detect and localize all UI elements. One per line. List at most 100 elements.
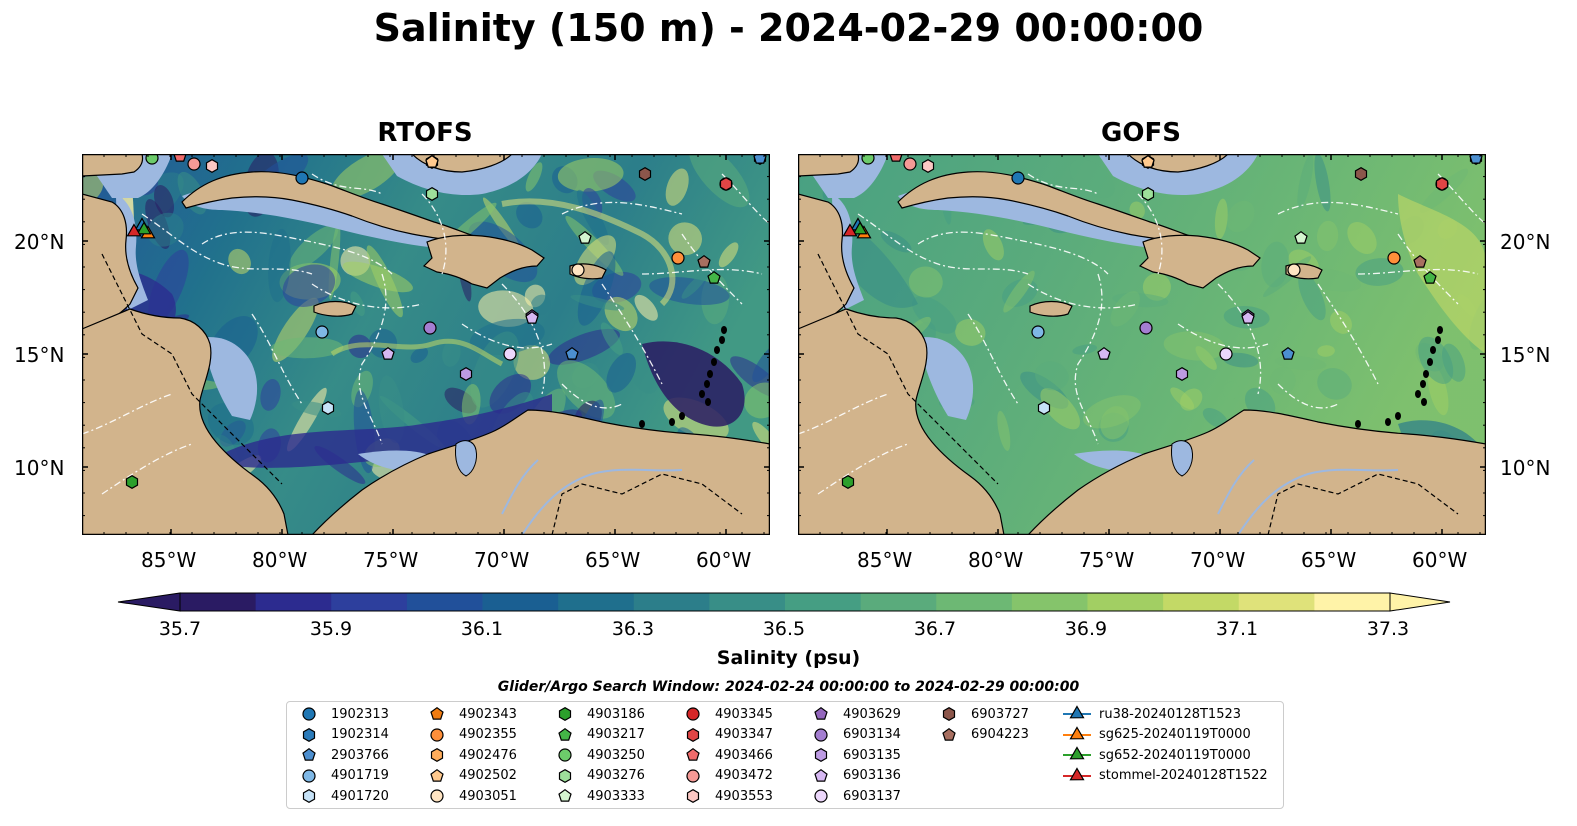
triangle-marker-icon [1063, 746, 1091, 760]
float-marker-4903333 [578, 230, 592, 244]
legend-label: 1902313 [331, 706, 389, 722]
salinity-eddy [606, 352, 637, 393]
float-marker-4903472 [187, 157, 201, 171]
legend-marker [942, 707, 956, 721]
salinity-eddy [1355, 258, 1404, 286]
lon-tick-rtofs-70: 70°W [474, 548, 530, 572]
legend-item: 4901719 [293, 766, 389, 786]
legend-item: 4903217 [549, 725, 645, 745]
salinity-eddy [1317, 368, 1352, 400]
low-salinity-eddy [642, 341, 745, 427]
legend-marker [302, 769, 316, 783]
eez-boundary [141, 213, 313, 275]
pentagon-marker-icon [942, 727, 956, 741]
pentagon-marker-icon [558, 789, 572, 803]
lat-tick-left-20: 20°N [14, 230, 65, 254]
salinity-eddy [634, 294, 658, 321]
salinity-eddy [1214, 198, 1228, 239]
eez-boundary [641, 268, 763, 275]
river [1217, 459, 1255, 515]
eez-boundary [1317, 283, 1379, 385]
colorbar-swatch [1163, 593, 1240, 611]
legend-marker [430, 706, 444, 720]
land-shape [798, 154, 860, 177]
salinity-eddy [997, 410, 1011, 451]
colorbar-label: Salinity (psu) [716, 647, 861, 669]
legend-label: 4903276 [587, 768, 645, 784]
salinity-eddy [270, 337, 344, 359]
pentagon-marker-icon [558, 727, 572, 741]
legend-label: 4903345 [715, 706, 773, 722]
float-marker-4903333 [1294, 230, 1308, 244]
float-marker-6903135 [1175, 367, 1189, 381]
lon-tick-rtofs-80: 80°W [252, 548, 308, 572]
legend-marker [302, 707, 316, 721]
float-marker-4903217 [1423, 270, 1437, 284]
legend-label: 4901719 [331, 768, 389, 784]
land-shape [313, 300, 357, 317]
shallow-shelf [1098, 154, 1258, 196]
island [704, 380, 710, 388]
hexagon-marker-icon [942, 707, 956, 721]
legend-label: 4903217 [587, 727, 645, 743]
legend-label: 4903553 [715, 788, 773, 804]
legend-marker [558, 748, 572, 762]
legend-label: 4903466 [715, 747, 773, 763]
legend-marker [558, 727, 572, 741]
eez-boundary [857, 213, 1029, 275]
pentagon-marker-icon [430, 706, 444, 720]
salinity-eddy [1316, 220, 1339, 252]
salinity-eddy [1142, 273, 1171, 301]
float-marker-6903134 [1139, 321, 1153, 335]
eez-boundary [101, 443, 193, 495]
colorbar-swatch [633, 593, 710, 611]
colorbar-swatch [1238, 593, 1315, 611]
salinity-eddy [1129, 201, 1145, 220]
colorbar-swatch [1314, 593, 1391, 611]
legend-item: 4903051 [421, 786, 517, 806]
colorbar-swatch [860, 593, 937, 611]
salinity-eddy [516, 202, 543, 229]
salinity-eddy [1297, 154, 1314, 209]
float-marker-4903472 [903, 157, 917, 171]
island [669, 418, 675, 426]
float-marker-stommel-20240128T1522 [842, 223, 858, 237]
colorbar-extend-low [117, 592, 181, 612]
float-marker-4903051 [571, 263, 585, 277]
eez-boundary [817, 443, 909, 495]
legend-label: 4903629 [843, 706, 901, 722]
legend-marker [558, 789, 572, 803]
legend-label: 6903136 [843, 768, 901, 784]
land-shape [1029, 300, 1073, 317]
legend-marker [686, 707, 700, 721]
legend-item: 4902355 [421, 725, 517, 745]
float-marker-4903217 [707, 270, 721, 284]
island [1415, 390, 1421, 398]
legend-label: 4902355 [459, 727, 517, 743]
legend-marker [430, 789, 444, 803]
circle-marker-icon [814, 789, 828, 803]
float-marker-6903136 [1241, 310, 1255, 324]
shallow-shelf [182, 185, 472, 250]
border-line [817, 253, 999, 485]
float-marker-2903766 [565, 346, 579, 360]
salinity-eddy [442, 340, 461, 367]
salinity-eddy [744, 382, 770, 419]
border-line [551, 473, 743, 535]
legend-marker [686, 789, 700, 804]
circle-marker-icon [814, 727, 828, 742]
float-marker-6903136 [525, 310, 539, 324]
triangle-marker-icon [1063, 725, 1091, 740]
legend-label: sg625-20240119T0000 [1099, 727, 1251, 743]
eez-boundary [1277, 201, 1399, 215]
colorbar-swatch [482, 593, 559, 611]
salinity-eddy [576, 189, 609, 246]
lon-tick-rtofs-60: 60°W [696, 548, 752, 572]
eez-boundary [1027, 173, 1099, 195]
salinity-eddy [1419, 168, 1469, 213]
legend-label: stommel-20240128T1522 [1099, 768, 1268, 784]
shallow-shelf [918, 337, 974, 420]
eez-boundary [421, 193, 447, 275]
lon-tick-rtofs-85: 85°W [141, 548, 197, 572]
legend-marker [814, 768, 828, 782]
